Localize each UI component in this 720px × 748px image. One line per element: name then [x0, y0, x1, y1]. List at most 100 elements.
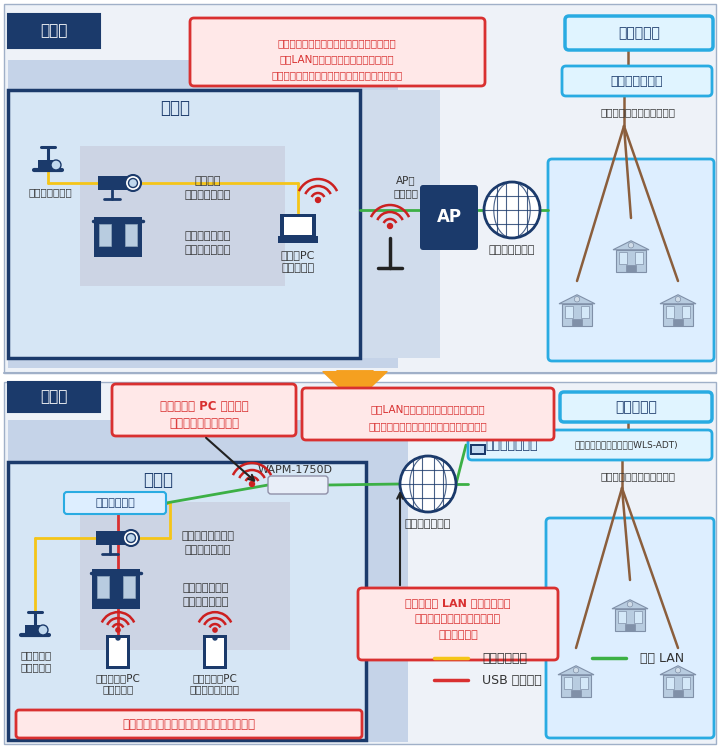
Circle shape — [675, 296, 680, 302]
FancyBboxPatch shape — [420, 185, 478, 250]
Text: （教師側）: （教師側） — [282, 263, 315, 273]
Text: 無線LANアクセスポイントを遠隔監視: 無線LANアクセスポイントを遠隔監視 — [279, 54, 395, 64]
Bar — [572, 319, 582, 326]
Text: ホワイトボード: ホワイトボード — [183, 597, 229, 607]
Text: 映像ケーブル: 映像ケーブル — [482, 652, 527, 664]
Circle shape — [116, 628, 120, 632]
Text: インターネット: インターネット — [405, 519, 451, 529]
Bar — [561, 675, 591, 697]
Bar — [565, 306, 573, 318]
Bar — [634, 611, 642, 622]
Text: （児童・生徒側）: （児童・生徒側） — [190, 684, 240, 694]
Text: 電子黒板機能付き: 電子黒板機能付き — [181, 531, 235, 541]
Bar — [8, 14, 100, 48]
Text: ノートPC: ノートPC — [281, 250, 315, 260]
Bar — [280, 214, 316, 238]
Polygon shape — [613, 241, 649, 250]
Bar — [666, 677, 675, 689]
Bar — [662, 675, 693, 697]
Bar — [634, 252, 643, 264]
Bar — [562, 304, 593, 326]
Text: AP用: AP用 — [396, 175, 416, 185]
Circle shape — [123, 530, 139, 546]
Bar — [97, 576, 109, 598]
Bar — [666, 306, 675, 318]
Polygon shape — [660, 295, 696, 304]
Circle shape — [38, 625, 48, 635]
Bar — [8, 382, 100, 412]
Circle shape — [400, 456, 456, 512]
Text: 更新前: 更新前 — [40, 23, 68, 38]
Text: データセンター: データセンター — [486, 438, 539, 452]
Circle shape — [213, 628, 217, 632]
Bar — [125, 224, 137, 246]
Bar — [625, 624, 635, 631]
Bar — [4, 382, 716, 744]
Bar — [580, 677, 588, 689]
FancyArrowPatch shape — [323, 371, 387, 402]
Text: データセンター: データセンター — [611, 75, 663, 88]
Text: タブレットPC: タブレットPC — [96, 673, 140, 683]
Bar — [580, 306, 589, 318]
Text: プロジェクターへ転送: プロジェクターへ転送 — [169, 417, 239, 429]
Bar — [8, 462, 366, 740]
Text: 廊下までの LAN ケーブルは以: 廊下までの LAN ケーブルは以 — [405, 598, 510, 608]
Text: 無線LANアクセスポイントの遠隔監視: 無線LANアクセスポイントの遠隔監視 — [371, 404, 485, 414]
Text: 集中管理ソフトウェア（WLS-ADT): 集中管理ソフトウェア（WLS-ADT) — [574, 441, 678, 450]
FancyBboxPatch shape — [190, 18, 485, 86]
Circle shape — [387, 224, 392, 228]
Bar — [672, 690, 683, 697]
Bar — [38, 160, 58, 170]
FancyBboxPatch shape — [468, 430, 712, 460]
Bar — [682, 306, 690, 318]
FancyBboxPatch shape — [562, 66, 712, 96]
Text: AP: AP — [436, 208, 462, 226]
Bar — [672, 319, 683, 326]
Text: （最新型）: （最新型） — [20, 662, 52, 672]
Bar — [619, 252, 627, 264]
Bar — [92, 569, 140, 609]
Bar — [278, 236, 318, 243]
Bar — [284, 217, 312, 235]
Text: タブレットPC: タブレットPC — [192, 673, 238, 683]
FancyBboxPatch shape — [560, 392, 712, 422]
Text: USB ケーブル: USB ケーブル — [482, 673, 541, 687]
Bar — [206, 638, 224, 666]
Polygon shape — [660, 666, 696, 675]
Text: スクリーン兼用: スクリーン兼用 — [183, 583, 229, 593]
Text: 授業支援ソフトを使用。リアルタイム共有: 授業支援ソフトを使用。リアルタイム共有 — [122, 717, 256, 731]
Bar — [682, 677, 690, 689]
Circle shape — [573, 667, 579, 673]
FancyBboxPatch shape — [268, 476, 328, 494]
Text: 小限に抑えた: 小限に抑えた — [438, 630, 478, 640]
Circle shape — [116, 636, 120, 640]
Bar — [564, 677, 572, 689]
Circle shape — [575, 296, 580, 302]
Text: インターネット: インターネット — [489, 245, 535, 255]
Circle shape — [627, 601, 633, 607]
Text: インターネット回線は各学校から接続していた: インターネット回線は各学校から接続していた — [271, 70, 402, 80]
Circle shape — [250, 482, 254, 486]
Polygon shape — [559, 295, 595, 304]
Bar — [109, 638, 127, 666]
FancyBboxPatch shape — [548, 159, 714, 361]
FancyBboxPatch shape — [565, 16, 713, 50]
Bar — [472, 446, 484, 453]
Circle shape — [125, 175, 141, 191]
Polygon shape — [558, 666, 594, 675]
Bar — [106, 635, 130, 669]
Text: 前のものを流用し、工事は最: 前のものを流用し、工事は最 — [415, 614, 501, 624]
Bar — [4, 4, 716, 373]
Bar — [470, 444, 486, 455]
Bar — [94, 217, 142, 257]
Text: 新宿区役所: 新宿区役所 — [615, 400, 657, 414]
Text: スクリーン兼用: スクリーン兼用 — [185, 231, 231, 241]
Circle shape — [128, 179, 138, 188]
Text: 更新後: 更新後 — [40, 390, 68, 405]
Polygon shape — [612, 600, 648, 609]
Text: 実物投影機: 実物投影機 — [20, 650, 52, 660]
Bar — [626, 265, 636, 272]
Text: 教室内: 教室内 — [160, 99, 190, 117]
Bar — [8, 60, 398, 368]
Text: 新宿区役所: 新宿区役所 — [618, 26, 660, 40]
